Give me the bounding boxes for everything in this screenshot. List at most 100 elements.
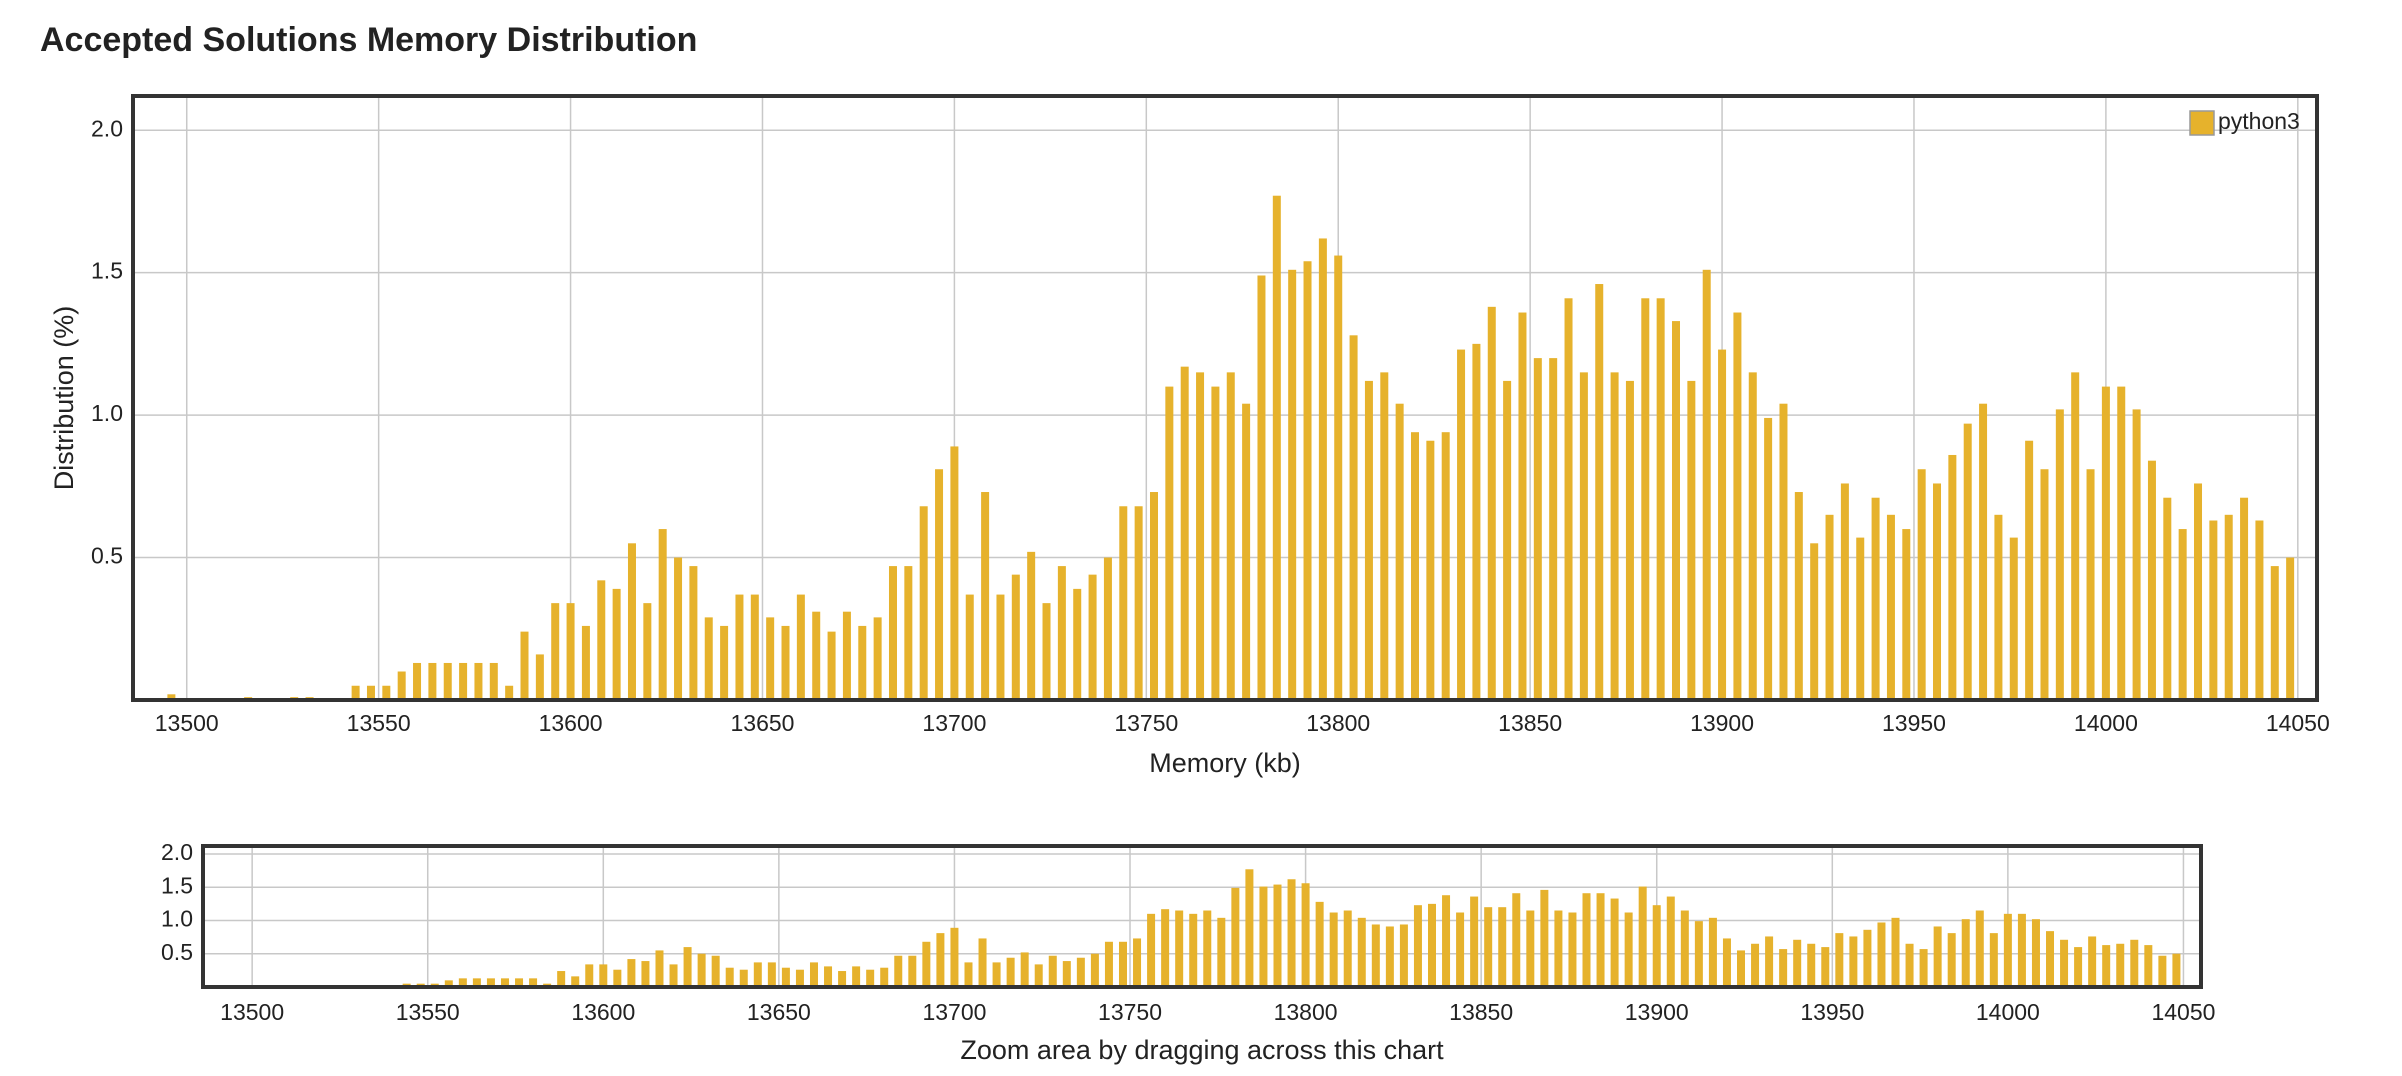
bar <box>597 580 606 700</box>
bar <box>766 617 775 700</box>
x-tick-label: 13700 <box>922 710 986 736</box>
bar <box>739 969 748 987</box>
bar <box>1807 943 1816 987</box>
bar <box>922 941 931 987</box>
x-tick-label: 13900 <box>1625 999 1689 1025</box>
plot-border <box>201 844 2203 989</box>
bar <box>1180 366 1189 700</box>
bar <box>1533 358 1542 700</box>
bar <box>753 962 762 987</box>
bar <box>1518 312 1527 700</box>
bar <box>697 953 706 987</box>
bar <box>683 947 692 987</box>
bar <box>1456 912 1465 987</box>
bar <box>1596 893 1605 987</box>
y-tick-label: 1.5 <box>91 258 123 284</box>
bar <box>1371 924 1380 987</box>
bar <box>167 694 176 700</box>
x-tick-label: 13750 <box>1098 999 1162 1025</box>
zoom-area[interactable] <box>203 846 2201 987</box>
bar <box>2224 514 2233 700</box>
y-axis-label: Distribution (%) <box>49 306 79 491</box>
bar <box>1835 933 1844 987</box>
bar <box>1917 469 1926 700</box>
bar <box>1748 372 1757 700</box>
bar <box>1334 255 1343 700</box>
bar <box>1134 506 1143 700</box>
bar <box>2117 386 2126 700</box>
bar <box>1090 953 1099 987</box>
bar <box>1779 403 1788 700</box>
bar <box>1472 343 1481 700</box>
bar <box>908 955 917 987</box>
bar <box>1427 903 1436 987</box>
bar <box>2031 919 2040 987</box>
bar <box>1579 372 1588 700</box>
bar <box>474 662 483 700</box>
bar <box>978 938 987 987</box>
bar <box>612 588 621 700</box>
bar <box>827 631 836 700</box>
bar <box>1794 492 1803 700</box>
bar <box>1288 269 1297 700</box>
bar <box>1161 909 1170 987</box>
bar <box>2255 520 2264 700</box>
bar <box>655 950 664 987</box>
bar <box>1825 514 1834 700</box>
bar <box>1385 926 1394 987</box>
bar <box>1242 403 1251 700</box>
bar <box>842 611 851 700</box>
y-tick-label: 2.0 <box>91 115 123 141</box>
bar <box>1849 936 1858 987</box>
bar <box>1856 537 1865 700</box>
bar <box>1652 905 1661 987</box>
bar <box>781 967 790 987</box>
bar <box>1073 588 1082 700</box>
bar <box>894 955 903 987</box>
bar <box>1315 901 1324 987</box>
bar <box>1245 869 1254 987</box>
bar <box>1919 949 1928 987</box>
bar <box>1175 910 1184 987</box>
bar <box>781 625 790 700</box>
bar <box>1413 905 1422 987</box>
bar <box>1902 529 1911 700</box>
bar <box>1395 403 1404 700</box>
x-tick-label: 13800 <box>1306 710 1370 736</box>
bar <box>459 662 468 700</box>
bar <box>2147 460 2156 700</box>
y-tick-label: 1.5 <box>161 872 193 898</box>
bar <box>1641 298 1650 700</box>
bar <box>1737 950 1746 987</box>
bar <box>2286 557 2295 700</box>
bar <box>1189 913 1198 987</box>
bar <box>1149 492 1158 700</box>
bar <box>1526 910 1535 987</box>
bar <box>515 978 524 987</box>
bar <box>996 594 1005 700</box>
bar <box>1891 917 1900 987</box>
bar <box>627 543 636 700</box>
bar <box>824 966 833 987</box>
bar <box>557 971 566 987</box>
bar <box>2270 566 2279 700</box>
bar <box>838 971 847 987</box>
bar <box>669 964 678 987</box>
bar <box>858 625 867 700</box>
bar <box>1666 896 1675 987</box>
bar <box>1975 910 1984 987</box>
bar <box>1871 497 1880 700</box>
bar <box>489 662 498 700</box>
bar <box>613 969 622 987</box>
bar <box>2240 497 2249 700</box>
bar <box>964 962 973 987</box>
x-tick-label: 13550 <box>347 710 411 736</box>
bar <box>1020 952 1029 987</box>
bar <box>397 671 406 700</box>
bar <box>458 978 467 987</box>
bar <box>1498 907 1507 987</box>
bar <box>1963 423 1972 700</box>
bar <box>1133 938 1142 987</box>
bar <box>1057 566 1066 700</box>
bar <box>1564 298 1573 700</box>
